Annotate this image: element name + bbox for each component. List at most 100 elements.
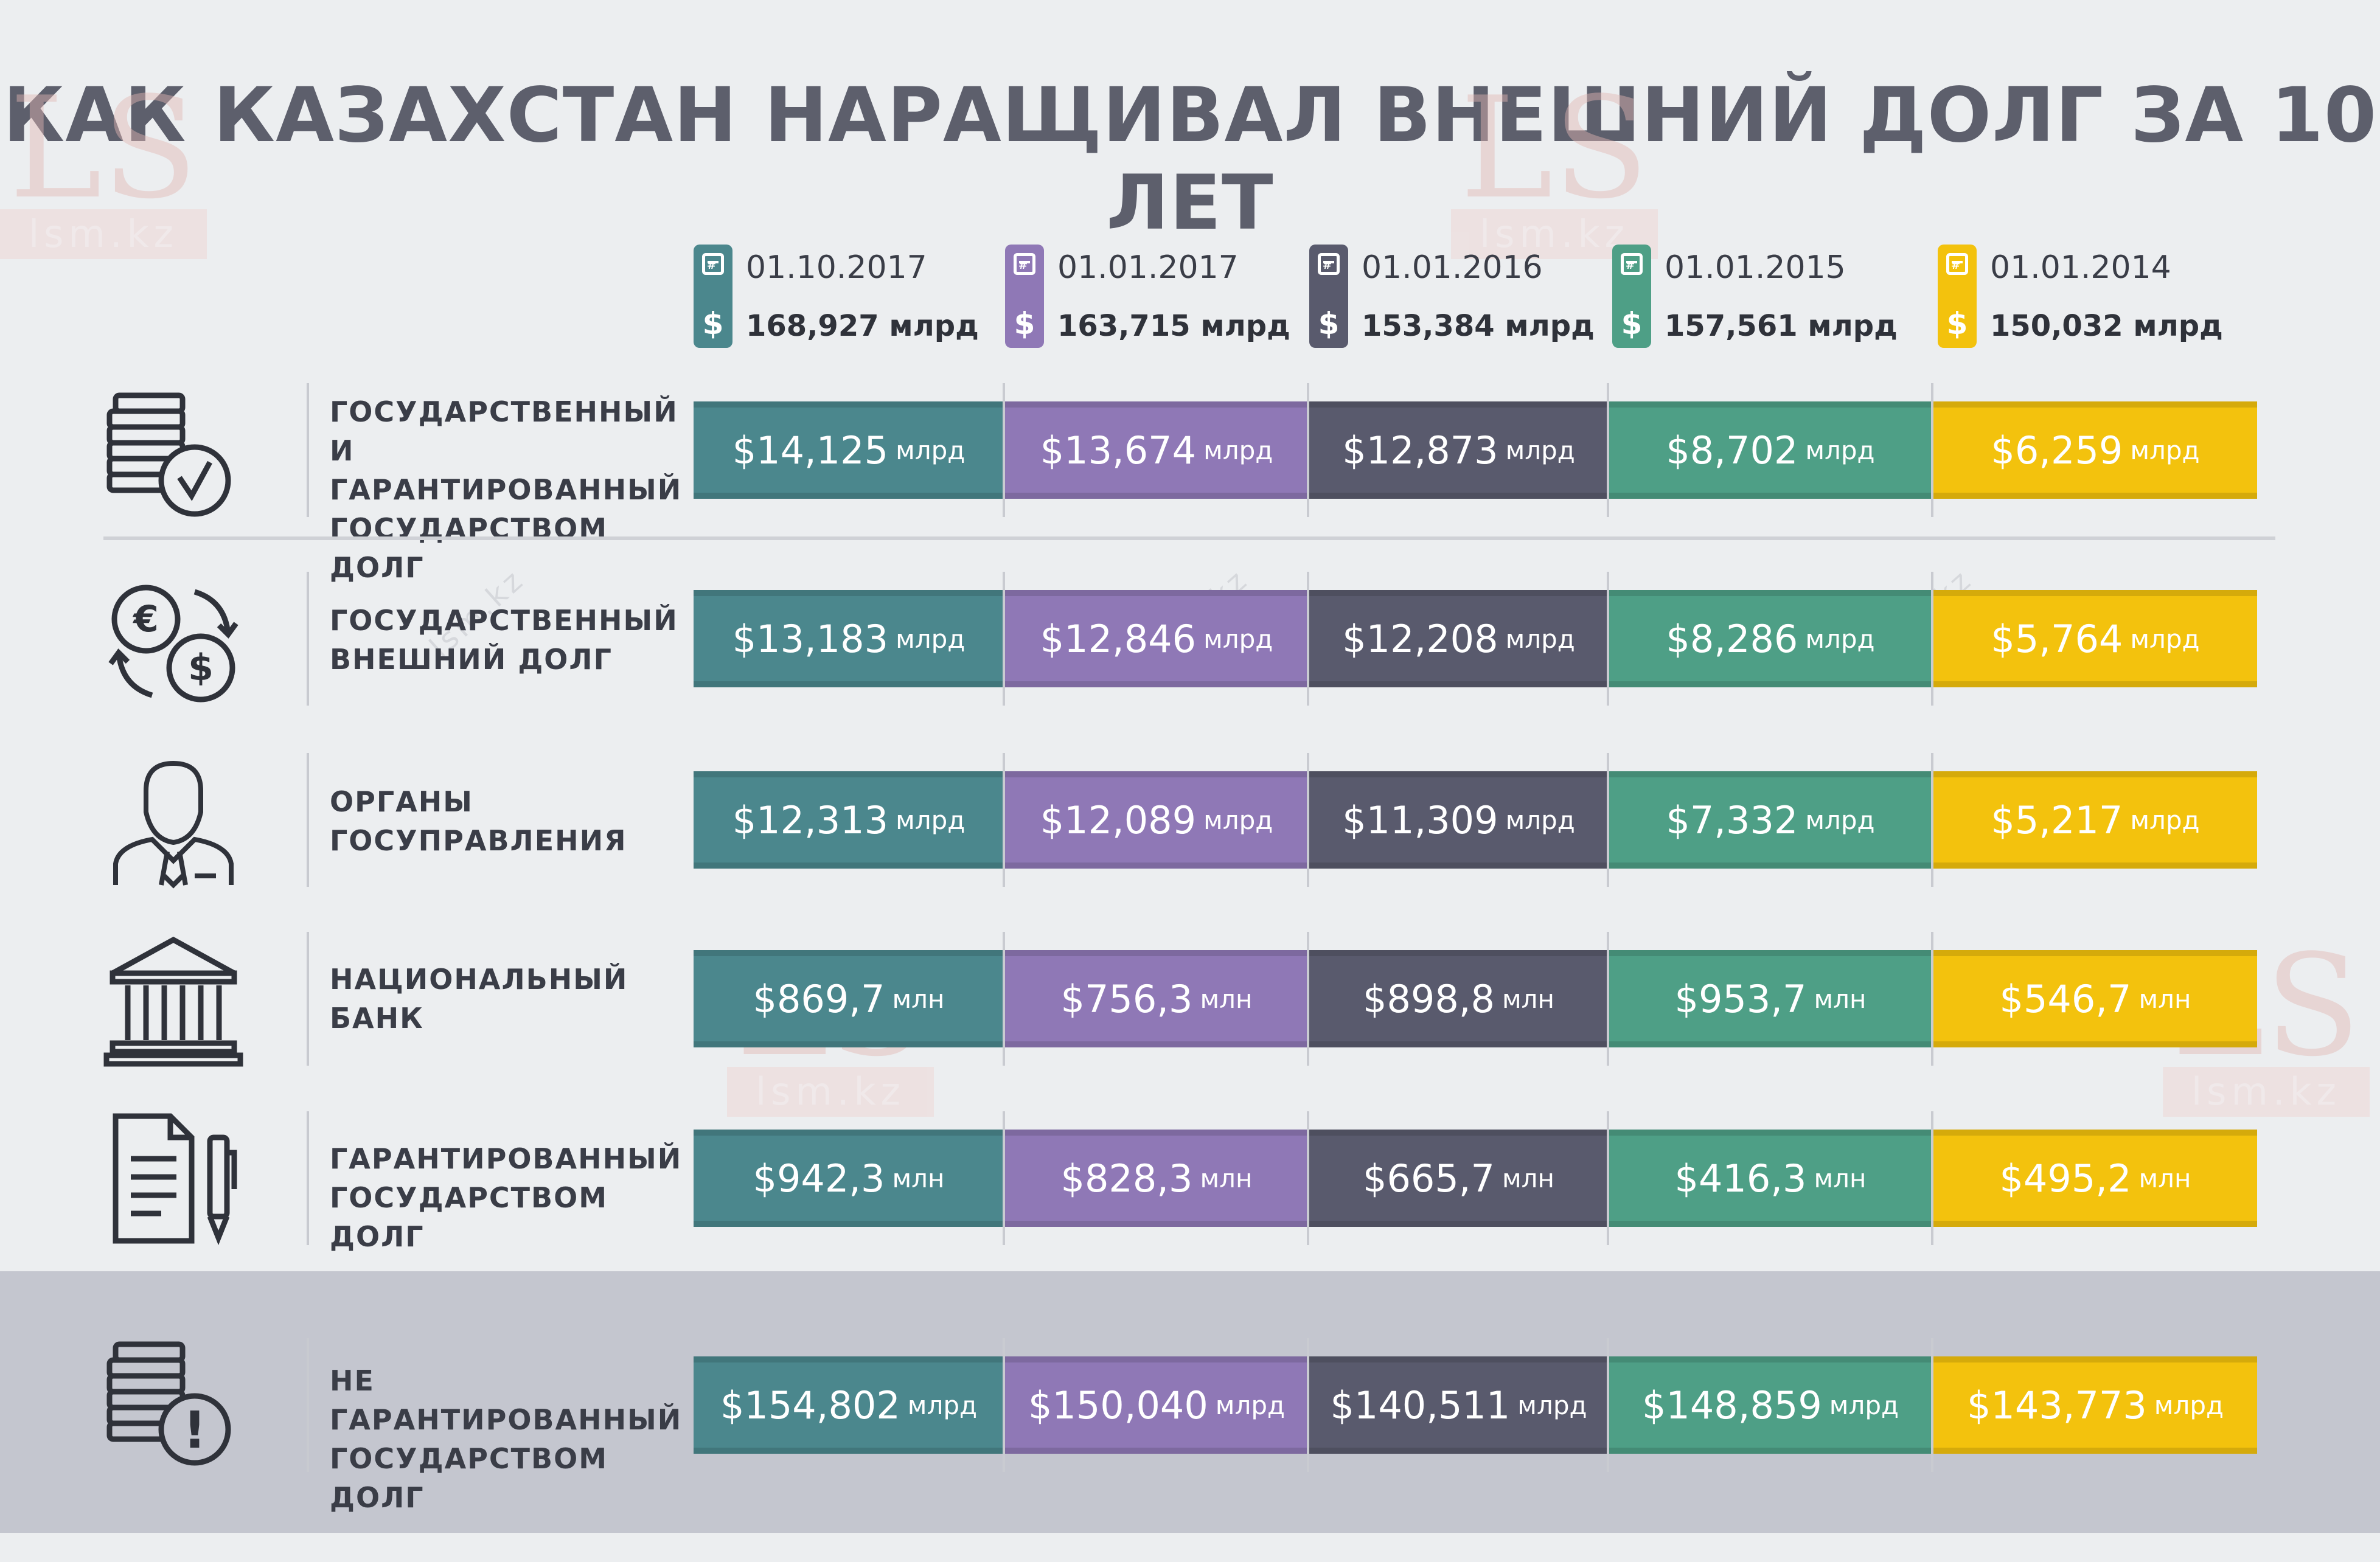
value-amount: $546,7	[1999, 976, 2132, 1021]
value-unit: млн	[1200, 1163, 1253, 1193]
label-separator	[307, 383, 309, 517]
value-cell: $5,217 млрд	[1933, 771, 2257, 869]
column-total-unit: млрд	[1808, 309, 1898, 343]
watermark-site: lsm.kz	[1451, 209, 1658, 259]
value-unit: млрд	[896, 623, 966, 654]
column-total-value: 163,715	[1057, 309, 1191, 343]
value-cell: $12,313 млрд	[694, 771, 1004, 869]
value-cell: $6,259 млрд	[1933, 401, 2257, 499]
value-amount: $756,3	[1060, 976, 1193, 1021]
debt-row: НАЦИОНАЛЬНЫЙ БАНК $869,7 млн $756,3 млн $898,8…	[0, 925, 2380, 1083]
column-date: 01.01.2016	[1362, 249, 1543, 286]
value-unit: млн	[1501, 1163, 1554, 1193]
column-tick	[1003, 572, 1005, 706]
label-separator	[307, 1338, 309, 1472]
svg-text:$: $	[188, 647, 214, 689]
column-tick	[1307, 932, 1309, 1066]
value-unit: млрд	[896, 805, 966, 835]
value-amount: $140,511	[1330, 1383, 1511, 1428]
value-unit: млрд	[1505, 805, 1575, 835]
column-tick	[1931, 932, 1933, 1066]
value-cell: $942,3 млн	[694, 1130, 1004, 1227]
value-cell: $416,3 млн	[1609, 1130, 1932, 1227]
value-amount: $13,183	[732, 616, 889, 661]
watermark-logo: LS lsm.kz	[0, 79, 207, 259]
value-amount: $495,2	[1999, 1156, 2132, 1201]
dollar-icon: $	[1621, 306, 1643, 341]
value-amount: $12,873	[1342, 428, 1498, 473]
value-cell: $5,764 млрд	[1933, 590, 2257, 687]
value-cell: $140,511 млрд	[1309, 1356, 1608, 1454]
value-cell: $150,040 млрд	[1005, 1356, 1308, 1454]
value-cell: $7,332 млрд	[1609, 771, 1932, 869]
header-badge: $	[694, 245, 732, 348]
value-amount: $150,040	[1028, 1383, 1208, 1428]
value-amount: $5,217	[1991, 797, 2123, 842]
column-date: 01.01.2017	[1057, 249, 1239, 286]
column-tick	[1003, 1111, 1005, 1245]
value-amount: $828,3	[1060, 1156, 1193, 1201]
page-title: КАК КАЗАХСТАН НАРАЩИВАЛ ВНЕШНИЙ ДОЛГ ЗА …	[2, 72, 2378, 247]
value-amount: $416,3	[1674, 1156, 1807, 1201]
column-total-unit: млрд	[1200, 309, 1290, 343]
value-unit: млрд	[1805, 435, 1875, 465]
calendar-icon	[1946, 253, 1968, 275]
value-unit: млрд	[2154, 1390, 2224, 1420]
row-label-line: ГОСУДАРСТВЕННЫЙ	[330, 604, 678, 637]
coins-check-icon	[103, 383, 243, 523]
column-total-value: 168,927	[746, 309, 879, 343]
row-label: ГОСУДАРСТВЕННЫЙ ВНЕШНИЙ ДОЛГ	[330, 601, 707, 679]
dollar-icon: $	[1014, 306, 1035, 341]
calendar-icon	[1621, 253, 1643, 275]
value-amount: $12,089	[1040, 797, 1197, 842]
debt-row: ГАРАНТИРОВАННЫЙ ГОСУДАРСТВОМ ДОЛГ $942,3 мл…	[0, 1104, 2380, 1262]
value-cell: $8,286 млрд	[1609, 590, 1932, 687]
debt-row: ГОСУДАРСТВЕННЫЙ И ГАРАНТИРОВАННЫЙ ГОСУДАРС…	[0, 377, 2380, 584]
label-separator	[307, 932, 309, 1066]
value-amount: $5,764	[1991, 616, 2123, 661]
value-unit: млн	[2138, 984, 2191, 1014]
value-amount: $12,846	[1040, 616, 1197, 661]
value-cell: $495,2 млн	[1933, 1130, 2257, 1227]
value-cell: $953,7 млн	[1609, 950, 1932, 1047]
row-label: ГОСУДАРСТВЕННЫЙ И ГАРАНТИРОВАННЫЙ ГОСУДАРС…	[330, 392, 707, 587]
debt-row: € $ ГОСУДАРСТВЕННЫЙ ВНЕШНИЙ ДОЛГ $13,183 мл…	[0, 564, 2380, 723]
value-amount: $148,859	[1641, 1383, 1822, 1428]
column-total: 163,715 млрд	[1057, 309, 1290, 343]
value-cell: $14,125 млрд	[694, 401, 1004, 499]
dollar-icon: $	[702, 306, 724, 341]
coins-warning-icon: !	[103, 1332, 243, 1472]
column-header: $01.01.2014 150,032 млрд	[1938, 245, 2223, 348]
row-label-line: ГОСУДАРСТВЕННЫЙ	[330, 395, 678, 428]
column-total-value: 157,561	[1665, 309, 1798, 343]
header-badge: $	[1612, 245, 1651, 348]
value-cell: $8,702 млрд	[1609, 401, 1932, 499]
value-cell: $898,8 млн	[1309, 950, 1608, 1047]
row-label-line: И ГАРАНТИРОВАННЫЙ	[330, 434, 683, 506]
column-total-value: 153,384	[1362, 309, 1495, 343]
value-amount: $8,702	[1666, 428, 1798, 473]
column-total-value: 150,032	[1990, 309, 2123, 343]
value-amount: $12,313	[732, 797, 889, 842]
label-separator	[307, 572, 309, 706]
row-label: ГАРАНТИРОВАННЫЙ ГОСУДАРСТВОМ ДОЛГ	[330, 1139, 707, 1256]
value-unit: млрд	[1829, 1390, 1899, 1420]
value-cell: $665,7 млн	[1309, 1130, 1608, 1227]
watermark-logo-text: LS	[1460, 68, 1649, 230]
column-tick	[1931, 1111, 1933, 1245]
dollar-icon: $	[1946, 306, 1968, 341]
column-tick	[1003, 1338, 1005, 1472]
column-tick	[1307, 572, 1309, 706]
value-amount: $13,674	[1040, 428, 1197, 473]
value-unit: млрд	[1805, 623, 1875, 654]
column-total: 150,032 млрд	[1990, 309, 2223, 343]
value-amount: $11,309	[1342, 797, 1498, 842]
value-unit: млрд	[1505, 435, 1575, 465]
value-unit: млрд	[1517, 1390, 1587, 1420]
value-cell: $148,859 млрд	[1609, 1356, 1932, 1454]
value-unit: млн	[1200, 984, 1253, 1014]
column-tick	[1607, 1111, 1609, 1245]
row-label-line: ВНЕШНИЙ ДОЛГ	[330, 643, 613, 676]
header-badge: $	[1005, 245, 1044, 348]
value-unit: млрд	[2130, 805, 2200, 835]
